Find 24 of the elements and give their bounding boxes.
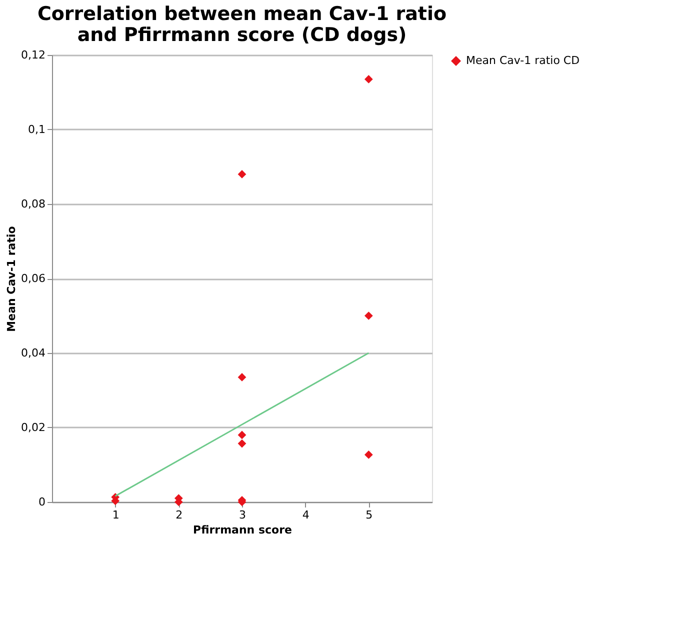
point bbox=[364, 75, 373, 84]
x-tick-label: 3 bbox=[239, 508, 246, 522]
point bbox=[238, 439, 246, 448]
point bbox=[364, 450, 373, 459]
x-tick-label: 1 bbox=[112, 508, 120, 522]
point bbox=[238, 430, 246, 440]
x-tick-label: 2 bbox=[176, 508, 183, 522]
y-tick-label: 0,12 bbox=[21, 48, 46, 62]
y-tick-label: 0,08 bbox=[21, 198, 46, 210]
y-tick-label: 0,1 bbox=[28, 123, 46, 136]
point bbox=[238, 373, 246, 382]
y-tick-label: 0,02 bbox=[21, 421, 46, 434]
x-tick-label: 4 bbox=[302, 508, 310, 522]
point bbox=[364, 312, 373, 320]
point bbox=[238, 170, 246, 178]
x-axis-title: Pfirrmann score bbox=[193, 524, 292, 536]
text: Correlation between mean Cav-1 ratio bbox=[37, 3, 447, 25]
y-tick-label: 0 bbox=[38, 496, 46, 508]
x-tick-label: 5 bbox=[366, 508, 373, 522]
y-tick-label: 0,06 bbox=[21, 272, 46, 285]
legend-label: Mean Cav-1 ratio CD bbox=[466, 54, 580, 67]
text: and Pfirrmann score (CD dogs) bbox=[77, 24, 407, 46]
y-tick-label: 0,04 bbox=[21, 346, 46, 360]
y-axis-title: Mean Cav-1 ratio bbox=[5, 226, 18, 332]
